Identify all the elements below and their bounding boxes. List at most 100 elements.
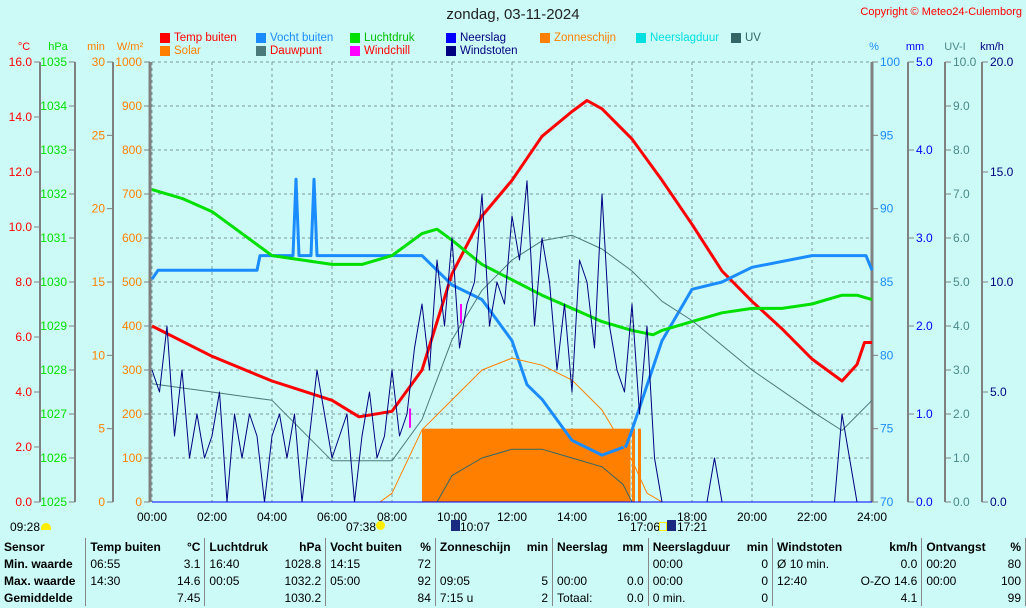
axis-tick-label: 1000 (115, 55, 142, 69)
table-cell (520, 555, 554, 572)
axis-tick-label: 0 (135, 495, 142, 509)
axis-tick-label: 20.0 (990, 55, 1014, 69)
legend-item: Windstoten (446, 45, 518, 57)
axis-tick-label: 2.0 (916, 319, 933, 333)
axis-tick-label: 0.0 (15, 495, 32, 509)
legend-label: Windstoten (460, 45, 518, 57)
axis-unit-uv: UV-I (944, 41, 965, 53)
table-cell: 0 (740, 589, 774, 606)
table-cell: 00:00 (652, 573, 683, 588)
table-cell (326, 589, 412, 606)
axis-tick-label: 2.0 (953, 407, 970, 421)
axis-tick-label: 1031 (40, 231, 67, 245)
copyright-link[interactable]: Copyright © Meteo24-Culemborg (860, 6, 1022, 18)
column-header: Neerslagduur (652, 539, 731, 554)
table-cell: 1030.2 (277, 589, 327, 606)
table-cell: 92 (411, 572, 436, 589)
table-cell: 100 (994, 572, 1026, 589)
legend-swatch (446, 33, 456, 43)
table-cell: 0 (740, 555, 774, 572)
table-row: Max. waarde 14:30 14.6 00:05 1032.2 05:00 92 09… (0, 572, 1026, 589)
axis-tick-label: 300 (122, 363, 142, 377)
axis-unit-rain: mm (906, 41, 924, 53)
column-unit: min (740, 538, 774, 555)
axis-tick-label: 9.0 (953, 99, 970, 113)
legend-label: Neerslag (460, 32, 507, 44)
axis-tick-label: 900 (122, 99, 142, 113)
axis-tick-label: 70 (880, 495, 894, 509)
legend-item: Temp buiten (160, 32, 237, 44)
table-cell: 0.0 (616, 572, 649, 589)
table-cell: 5 (520, 572, 554, 589)
sunshine-bar (422, 428, 631, 502)
legend-label: Luchtdruk (364, 32, 415, 44)
column-unit: % (994, 538, 1026, 555)
legend-label: Zonneschijn (554, 32, 617, 44)
axis-tick-label: 1032 (40, 187, 67, 201)
column-header: Neerslag (557, 539, 608, 554)
axis-tick-label: 0.0 (953, 495, 970, 509)
axis-unit-wind: km/h (980, 41, 1004, 53)
table-cell: 16:40 (209, 556, 240, 571)
table-cell (773, 589, 852, 606)
table-cell (616, 555, 649, 572)
axis-tick-label: 0.0 (990, 495, 1007, 509)
x-tick-label: 02:00 (197, 510, 227, 524)
series-luchtdruk (151, 188, 873, 337)
axis-tick-label: 0.0 (916, 495, 933, 509)
axis-tick-label: 4.0 (15, 385, 32, 399)
row-label: Gemiddelde (0, 589, 87, 606)
axis-tick-label: 10.0 (9, 220, 33, 234)
column-unit: min (520, 538, 554, 555)
table-cell: O-ZO 14.6 (851, 572, 923, 589)
cloud-start-icon (451, 520, 460, 531)
x-tick-label: 04:00 (257, 510, 287, 524)
axis-tick-label: 10.0 (990, 275, 1014, 289)
chart-title: zondag, 03-11-2024 (446, 6, 580, 23)
column-unit: mm (616, 538, 649, 555)
table-cell: 14.6 (170, 572, 206, 589)
cloud-start-time: 10:07 (460, 520, 491, 534)
table-cell: 0.0 (851, 555, 923, 572)
table-cell: 0 (740, 572, 774, 589)
axis-tick-label: 800 (122, 143, 142, 157)
legend-swatch (350, 33, 360, 43)
table-cell: Totaal: (557, 590, 593, 605)
axis-tick-label: 7.0 (953, 187, 970, 201)
row-label: Min. waarde (0, 555, 87, 572)
axis-tick-label: 15 (92, 275, 106, 289)
axis-tick-label: 20 (92, 202, 106, 216)
legend-swatch (256, 46, 266, 56)
column-header: Ontvangst (926, 539, 986, 554)
axis-tick-label: 2.0 (15, 440, 32, 454)
axis-tick-label: 30 (92, 55, 106, 69)
legend-swatch (446, 46, 456, 56)
legend-swatch (350, 46, 360, 56)
axis-unit-pressure: hPa (48, 41, 68, 53)
axis-tick-label: 10 (92, 348, 106, 362)
x-tick-label: 08:00 (377, 510, 407, 524)
axis-tick-label: 1034 (40, 99, 67, 113)
axis-tick-label: 1030 (40, 275, 67, 289)
table-cell (922, 589, 995, 606)
sunrise-time: 07:38 (346, 520, 377, 534)
column-unit: °C (170, 538, 206, 555)
legend-label: Solar (174, 45, 201, 57)
sunrise-icon (376, 521, 385, 530)
axis-tick-label: 1025 (40, 495, 67, 509)
sunset-icon (659, 522, 667, 531)
cloud-end-time: 17:21 (677, 520, 708, 534)
legend-item: Solar (160, 45, 201, 57)
table-cell: 14:15 (330, 556, 361, 571)
x-tick-label: 14:00 (557, 510, 587, 524)
axis-tick-label: 100 (122, 451, 142, 465)
axis-unit-humidity: % (869, 41, 879, 53)
table-cell: 3.1 (170, 555, 206, 572)
axis-tick-label: 75 (880, 422, 894, 436)
table-cell (205, 589, 277, 606)
series-vocht-buiten (150, 177, 874, 457)
table-cell: 06:55 (90, 556, 121, 571)
axis-tick-label: 1026 (40, 451, 67, 465)
legend-label: Neerslagduur (650, 32, 720, 44)
legend-swatch (256, 33, 266, 43)
